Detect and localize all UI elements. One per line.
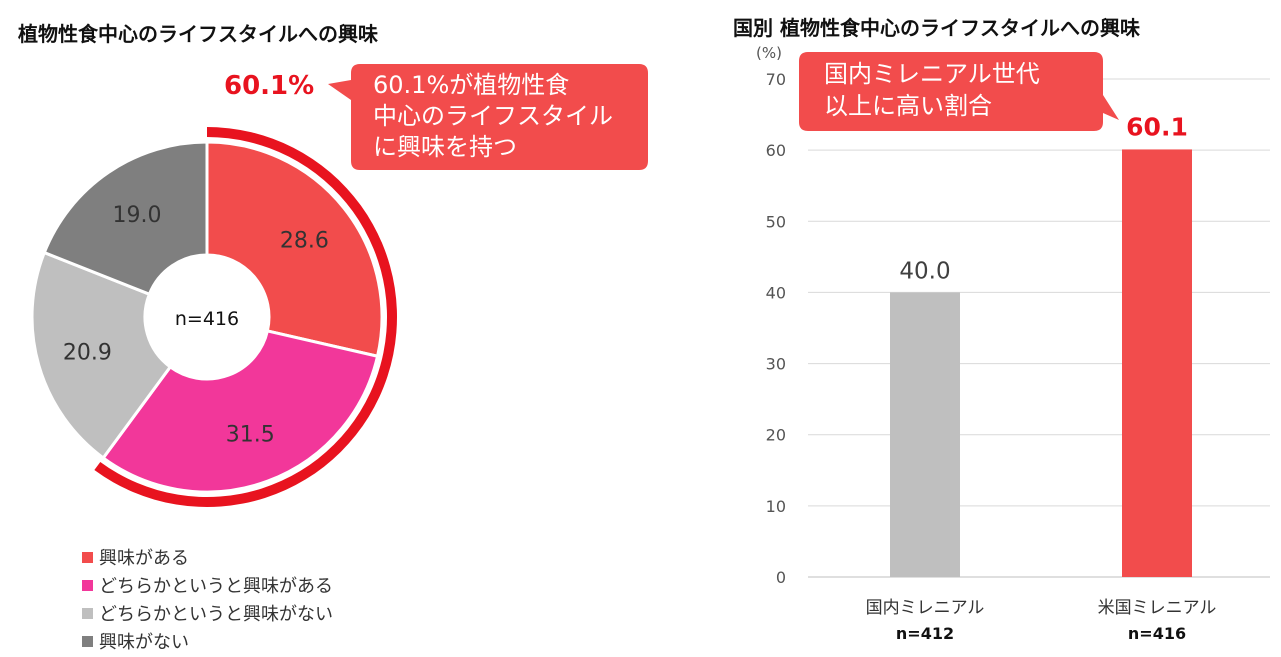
- legend-label: どちらかというと興味がある: [99, 576, 333, 597]
- legend-item: どちらかというと興味がある: [82, 571, 333, 599]
- slice-value-label: 19.0: [113, 203, 162, 228]
- slice-interested: [205, 140, 384, 359]
- legend-label: 興味がない: [99, 632, 189, 653]
- bar-value-label: 40.0: [899, 258, 950, 284]
- legend-item: どちらかというと興味がない: [82, 599, 333, 627]
- y-tick-label: 20: [766, 426, 786, 445]
- bar-callout-text: 国内ミレニアル世代: [824, 60, 1040, 88]
- donut-callout-text: に興味を持つ: [373, 133, 517, 161]
- donut-callout-text: 60.1%が植物性食: [373, 71, 569, 99]
- x-tick-sample-size: n=412: [896, 624, 954, 643]
- slice-value-label: 20.9: [63, 340, 112, 365]
- legend-swatch: [82, 607, 93, 619]
- x-tick-label: 米国ミレニアル: [1098, 598, 1217, 618]
- bar-value-label: 60.1: [1126, 112, 1188, 141]
- slice-somewhat-not-interested: [30, 250, 173, 461]
- slice-value-label: 28.6: [280, 228, 329, 253]
- y-tick-label: 0: [776, 568, 786, 587]
- highlight-value-label: 60.1%: [224, 71, 314, 101]
- legend-label: 興味がある: [99, 548, 189, 569]
- donut-chart-title: 植物性食中心のライフスタイルへの興味: [18, 22, 378, 46]
- slice-somewhat-interested: [101, 329, 380, 494]
- y-axis-unit: (%): [756, 44, 782, 62]
- y-tick-label: 60: [766, 141, 786, 160]
- slice-not-interested: [42, 140, 209, 297]
- donut-legend: 興味があるどちらかというと興味がある どちらかというと興味がない 興味がない: [82, 543, 333, 655]
- legend-swatch: [82, 635, 93, 647]
- bar: [1122, 149, 1192, 577]
- bar-chart-title: 国別 植物性食中心のライフスタイルへの興味: [733, 16, 1140, 40]
- y-tick-label: 50: [766, 212, 786, 231]
- y-tick-label: 10: [766, 497, 786, 516]
- y-tick-label: 70: [766, 70, 786, 89]
- slice-value-label: 31.5: [226, 423, 275, 448]
- legend-item: 興味がある: [82, 543, 333, 571]
- y-tick-label: 30: [766, 355, 786, 374]
- bar-callout-text: 以上に高い割合: [824, 92, 992, 120]
- legend-item: 興味がない: [82, 627, 333, 655]
- donut-callout-bubble: [328, 64, 648, 170]
- legend-swatch: [82, 551, 93, 563]
- bar-callout-bubble: [799, 52, 1119, 131]
- x-tick-sample-size: n=416: [1128, 624, 1186, 643]
- bar: [890, 292, 960, 577]
- donut-callout-text: 中心のライフスタイル: [373, 102, 613, 130]
- legend-label: どちらかというと興味がない: [99, 604, 333, 625]
- y-tick-label: 40: [766, 283, 786, 302]
- donut-center-label: n=416: [175, 308, 239, 330]
- legend-swatch: [82, 579, 93, 591]
- x-tick-label: 国内ミレニアル: [866, 598, 985, 618]
